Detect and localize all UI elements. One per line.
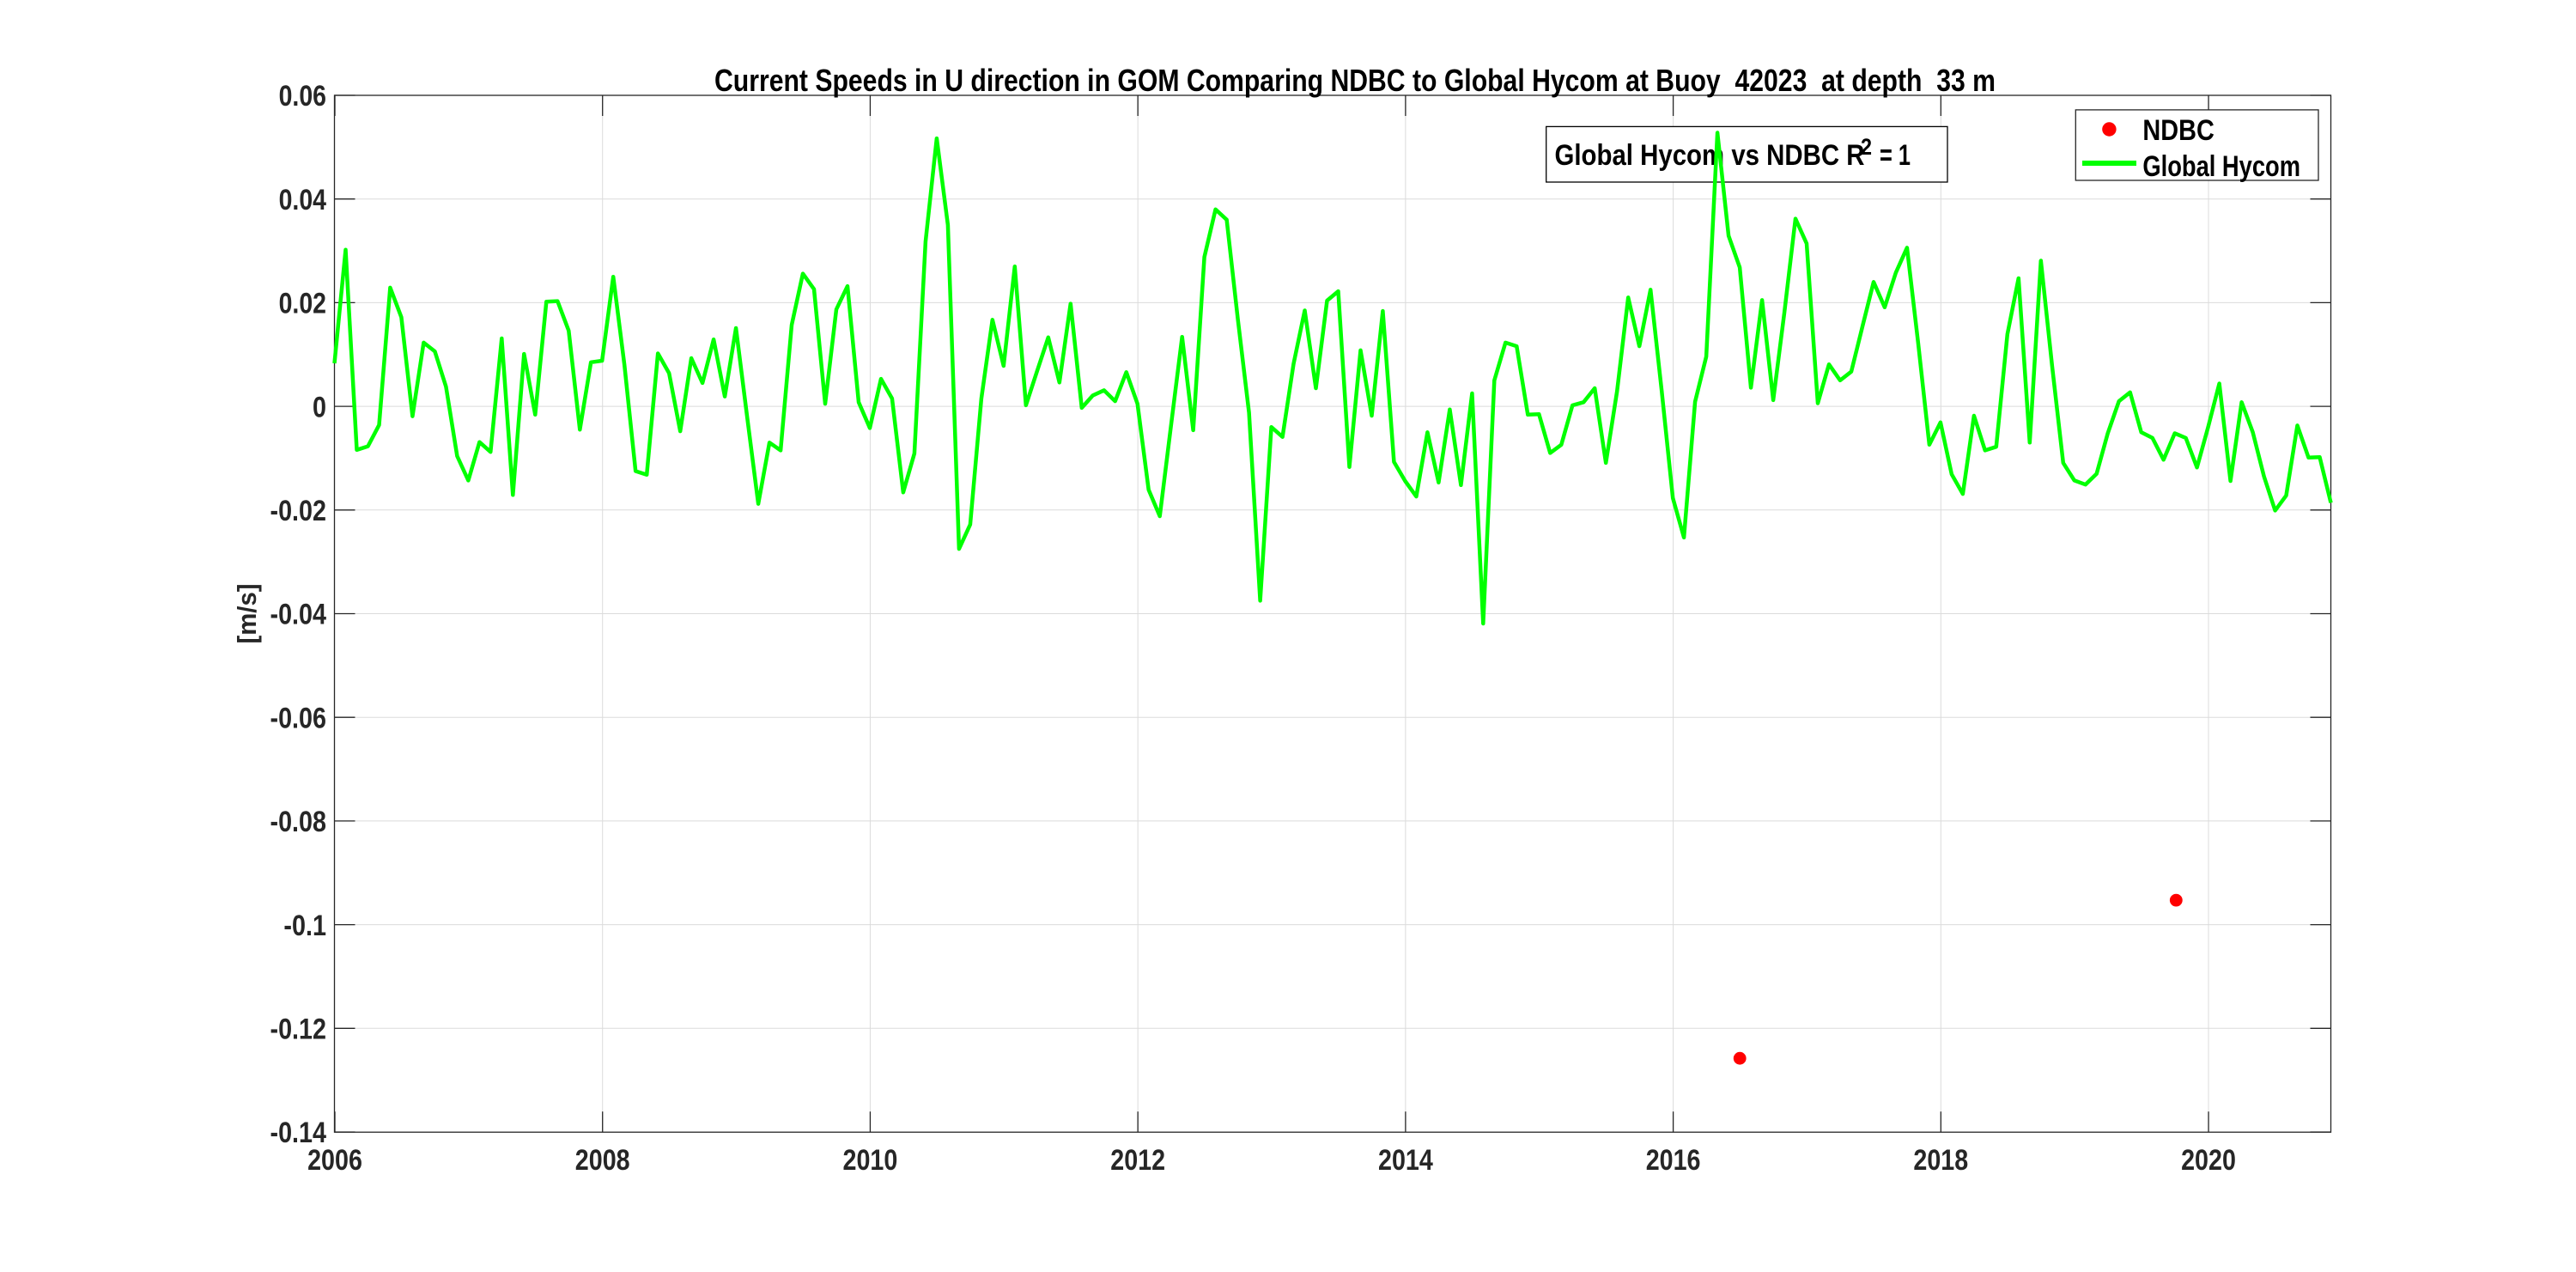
- svg-text:2018: 2018: [1913, 1144, 1968, 1177]
- svg-text:2020: 2020: [2181, 1144, 2236, 1177]
- svg-text:2: 2: [1861, 134, 1872, 160]
- svg-text:-0.08: -0.08: [270, 806, 327, 838]
- svg-text:= 1: = 1: [1880, 139, 1911, 172]
- svg-text:2014: 2014: [1378, 1144, 1433, 1177]
- svg-text:Global Hycom vs NDBC R: Global Hycom vs NDBC R: [1555, 139, 1865, 172]
- svg-text:-0.06: -0.06: [270, 702, 327, 734]
- svg-text:NDBC: NDBC: [2142, 114, 2214, 147]
- svg-text:2012: 2012: [1110, 1144, 1165, 1177]
- svg-text:2006: 2006: [307, 1144, 362, 1177]
- svg-text:0.02: 0.02: [279, 288, 326, 320]
- svg-text:-0.1: -0.1: [283, 910, 326, 942]
- svg-text:Current Speeds in U direction: Current Speeds in U direction in GOM Com…: [714, 63, 1996, 98]
- svg-text:0.06: 0.06: [279, 80, 326, 113]
- svg-text:2008: 2008: [575, 1144, 630, 1177]
- svg-text:-0.04: -0.04: [270, 599, 327, 631]
- svg-text:2010: 2010: [843, 1144, 898, 1177]
- svg-text:0.04: 0.04: [279, 184, 326, 216]
- svg-text:0: 0: [313, 391, 326, 423]
- svg-text:-0.14: -0.14: [270, 1117, 327, 1149]
- svg-text:[m/s]: [m/s]: [232, 584, 262, 644]
- svg-text:2016: 2016: [1646, 1144, 1701, 1177]
- svg-text:-0.02: -0.02: [270, 495, 327, 527]
- svg-text:Global Hycom: Global Hycom: [2142, 150, 2300, 183]
- svg-text:-0.12: -0.12: [270, 1013, 327, 1046]
